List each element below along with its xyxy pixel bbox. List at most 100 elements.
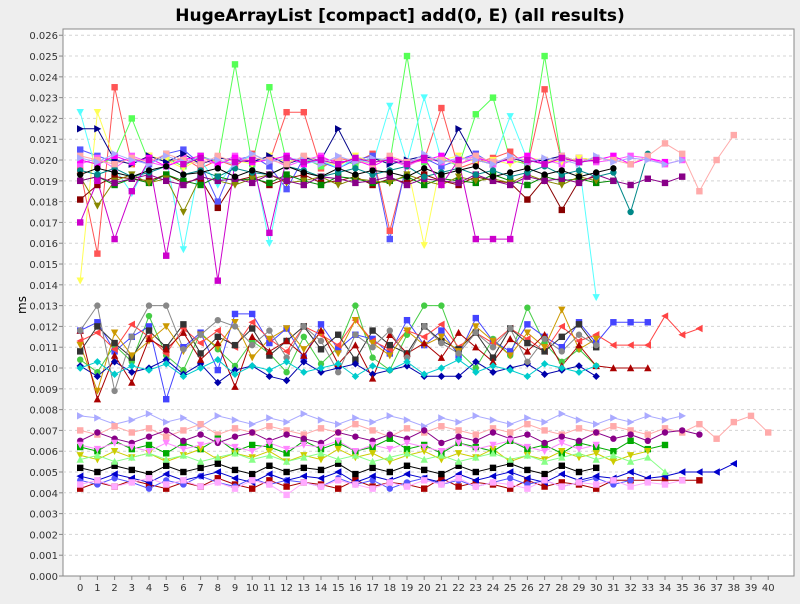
data-point — [145, 156, 153, 164]
data-point — [249, 341, 256, 349]
data-point — [558, 167, 565, 174]
data-point — [644, 412, 652, 420]
data-point — [249, 420, 256, 428]
data-point — [162, 323, 170, 331]
data-point — [283, 185, 290, 193]
data-point — [679, 150, 686, 157]
data-point — [231, 425, 239, 432]
data-point — [386, 341, 393, 349]
data-point — [128, 154, 135, 162]
data-point — [438, 158, 446, 166]
data-point — [214, 355, 222, 364]
data-point — [609, 451, 618, 459]
data-point — [266, 339, 273, 347]
data-point — [335, 331, 342, 338]
data-point — [540, 457, 549, 465]
data-point — [282, 445, 291, 453]
data-point — [128, 188, 135, 195]
data-point — [558, 358, 565, 365]
data-point — [180, 177, 187, 185]
data-point — [231, 466, 239, 474]
y-tick-label: 0.004 — [29, 489, 58, 500]
data-point — [249, 310, 256, 318]
data-point — [283, 154, 290, 162]
data-point — [386, 468, 393, 476]
data-point — [541, 470, 548, 478]
data-point — [506, 335, 514, 343]
data-point — [575, 173, 583, 180]
data-point — [145, 485, 153, 492]
x-tick-label: 14 — [315, 583, 328, 594]
data-point — [214, 326, 221, 335]
data-point — [266, 158, 274, 166]
x-tick-label: 20 — [418, 583, 431, 594]
data-point — [541, 348, 548, 355]
data-point — [214, 431, 221, 438]
y-tick-label: 0.017 — [29, 218, 58, 229]
data-point — [76, 441, 84, 449]
data-point — [506, 352, 514, 360]
data-point — [128, 333, 135, 341]
data-point — [644, 152, 651, 160]
data-point — [145, 312, 153, 320]
data-point — [644, 175, 651, 182]
data-point — [300, 479, 307, 486]
data-point — [454, 457, 463, 465]
x-tick-label: 13 — [297, 583, 310, 594]
data-point — [197, 431, 204, 438]
data-point — [644, 364, 652, 372]
data-point — [679, 477, 686, 484]
data-point — [334, 341, 342, 349]
data-point — [454, 355, 463, 364]
data-point — [197, 154, 204, 162]
data-point — [369, 485, 376, 492]
data-point — [661, 425, 669, 432]
data-point — [489, 479, 497, 486]
data-point — [352, 433, 359, 440]
data-point — [335, 368, 342, 376]
data-point — [506, 455, 514, 463]
series-points — [76, 52, 772, 499]
data-point — [110, 448, 119, 456]
data-point — [111, 173, 118, 180]
data-point — [334, 350, 342, 358]
data-point — [386, 327, 393, 334]
data-point — [76, 455, 84, 463]
data-point — [575, 468, 583, 476]
data-point — [558, 344, 565, 351]
data-point — [214, 160, 221, 168]
x-tick-label: 10 — [246, 583, 259, 594]
data-point — [334, 468, 342, 476]
data-point — [507, 460, 514, 467]
data-point — [283, 418, 291, 426]
data-point — [472, 111, 479, 118]
data-point — [214, 479, 221, 486]
data-point — [489, 362, 497, 370]
y-tick-label: 0.008 — [29, 406, 58, 417]
data-point — [214, 475, 221, 482]
data-point — [558, 181, 566, 189]
data-point — [369, 158, 376, 166]
data-point — [94, 177, 101, 185]
data-point — [179, 208, 188, 216]
data-point — [300, 368, 308, 376]
data-point — [249, 429, 256, 436]
data-point — [77, 125, 84, 133]
data-point — [507, 481, 514, 488]
data-point — [214, 152, 221, 160]
data-point — [472, 171, 479, 178]
data-point — [386, 156, 393, 164]
data-point — [197, 331, 204, 338]
data-point — [403, 358, 411, 366]
data-point — [455, 125, 463, 133]
data-point — [94, 181, 101, 189]
data-point — [266, 462, 273, 469]
data-point — [128, 453, 136, 461]
data-point — [180, 366, 187, 374]
data-point — [421, 323, 428, 330]
data-point — [335, 160, 342, 168]
data-point — [352, 331, 359, 338]
data-point — [351, 360, 360, 368]
data-point — [369, 335, 376, 343]
data-point — [403, 327, 411, 335]
